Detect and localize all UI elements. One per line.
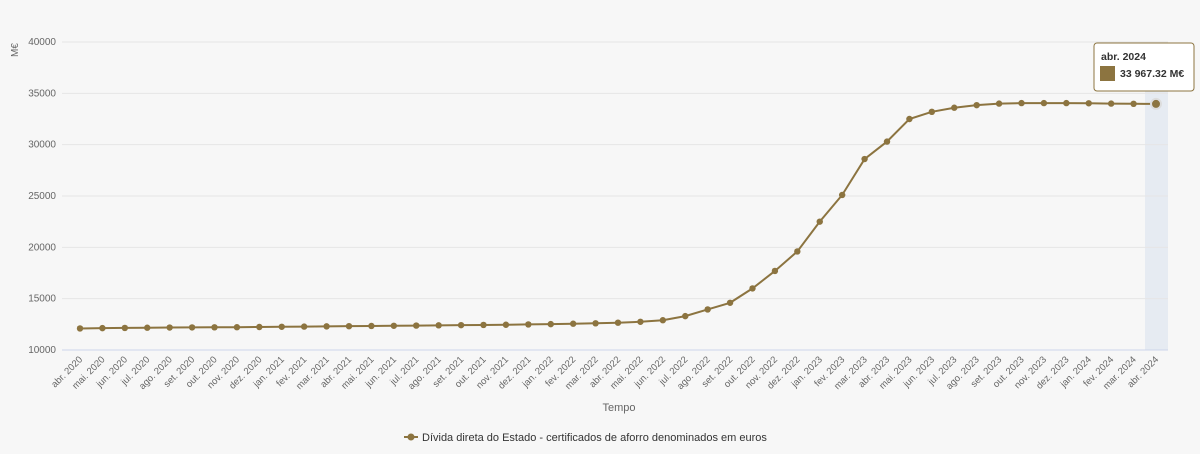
data-point bbox=[144, 324, 151, 331]
tooltip: abr. 2024 33 967.32 M€ bbox=[1093, 42, 1195, 92]
data-point bbox=[390, 322, 398, 329]
data-point bbox=[1018, 99, 1025, 107]
data-point bbox=[502, 321, 510, 328]
y-tick-label: 10000 bbox=[28, 345, 56, 356]
data-point bbox=[480, 321, 487, 329]
y-axis-title: M€ bbox=[10, 43, 21, 57]
y-tick-label: 20000 bbox=[28, 242, 56, 253]
data-point bbox=[637, 318, 644, 325]
data-point bbox=[99, 324, 106, 332]
data-point bbox=[794, 248, 801, 255]
data-point bbox=[659, 317, 667, 324]
data-point bbox=[816, 218, 823, 225]
tooltip-value: 33 967.32 M€ bbox=[1120, 68, 1184, 80]
data-point bbox=[749, 285, 756, 292]
data-point bbox=[1063, 99, 1070, 107]
data-point bbox=[547, 320, 554, 328]
data-point bbox=[704, 306, 711, 313]
data-point bbox=[368, 322, 375, 330]
data-point bbox=[1040, 99, 1048, 107]
data-point bbox=[771, 267, 779, 275]
data-point bbox=[188, 324, 196, 331]
y-tick-label: 30000 bbox=[28, 140, 56, 151]
y-tick-label: 40000 bbox=[28, 37, 56, 48]
data-point bbox=[951, 104, 958, 111]
data-point bbox=[592, 320, 599, 327]
data-point bbox=[861, 155, 868, 163]
data-point bbox=[300, 323, 308, 330]
data-point bbox=[1150, 97, 1162, 110]
data-point bbox=[1085, 100, 1092, 107]
data-point bbox=[973, 101, 980, 109]
tooltip-box bbox=[1093, 42, 1195, 92]
tooltip-title: abr. 2024 bbox=[1101, 51, 1146, 63]
data-point bbox=[435, 322, 442, 329]
data-point bbox=[233, 324, 241, 331]
data-point bbox=[457, 321, 465, 329]
data-point bbox=[525, 321, 532, 328]
data-point bbox=[906, 115, 913, 123]
data-point bbox=[614, 319, 622, 326]
data-point bbox=[726, 299, 734, 306]
data-point bbox=[278, 323, 285, 330]
data-point bbox=[211, 324, 218, 331]
data-point bbox=[838, 191, 846, 199]
data-point bbox=[256, 323, 263, 331]
data-point bbox=[166, 324, 173, 331]
data-point bbox=[345, 322, 353, 330]
y-tick-label: 35000 bbox=[28, 88, 56, 99]
y-tick-label: 15000 bbox=[28, 294, 56, 305]
data-point bbox=[1107, 100, 1115, 107]
data-point bbox=[76, 325, 84, 332]
data-point bbox=[883, 138, 891, 145]
data-point bbox=[928, 108, 936, 116]
data-point bbox=[121, 324, 129, 332]
data-point bbox=[995, 100, 1003, 107]
data-point bbox=[682, 312, 689, 320]
legend-label: Dívida direta do Estado - certificados d… bbox=[422, 432, 767, 444]
y-tick-label: 25000 bbox=[28, 191, 56, 202]
data-point bbox=[413, 322, 420, 329]
data-point bbox=[1130, 100, 1137, 108]
data-point bbox=[323, 323, 330, 330]
x-axis-title: Tempo bbox=[602, 402, 635, 414]
tooltip-swatch bbox=[1100, 66, 1115, 81]
legend-marker bbox=[407, 433, 415, 441]
data-point bbox=[569, 320, 577, 327]
